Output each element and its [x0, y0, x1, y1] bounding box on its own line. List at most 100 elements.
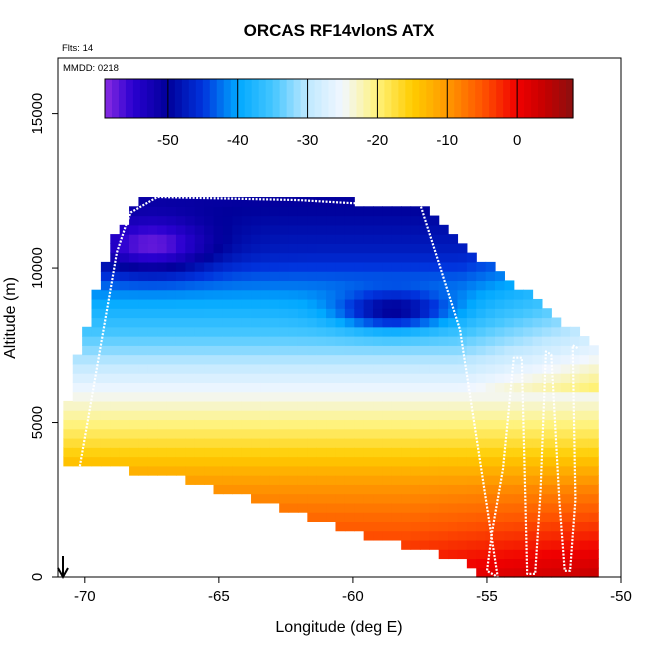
heatmap-cell	[241, 336, 252, 346]
heatmap-cell	[307, 261, 318, 272]
heatmap-cell	[579, 456, 590, 467]
heatmap-cell	[485, 549, 496, 560]
heatmap-cell	[138, 326, 149, 337]
heatmap-cell	[157, 382, 168, 393]
heatmap-cell	[401, 437, 412, 448]
heatmap-cell	[363, 224, 374, 235]
heatmap-cell	[288, 437, 299, 448]
heatmap-cell	[476, 437, 487, 448]
heatmap-cell	[326, 298, 337, 309]
heatmap-cell	[457, 363, 468, 374]
heatmap-cell	[344, 419, 355, 430]
heatmap-cell	[429, 224, 440, 235]
heatmap-cell	[119, 243, 130, 254]
heatmap-cell	[476, 391, 487, 402]
heatmap-cell	[532, 345, 543, 356]
heatmap-cell	[401, 234, 412, 244]
heatmap-cell	[297, 206, 308, 217]
heatmap-cell	[307, 308, 318, 319]
heatmap-cell	[532, 539, 543, 550]
heatmap-cell	[448, 289, 459, 300]
heatmap-cell	[382, 400, 393, 411]
heatmap-cell	[279, 252, 290, 263]
heatmap-cell	[523, 558, 534, 569]
heatmap-cell	[354, 280, 365, 291]
heatmap-cell	[119, 456, 130, 467]
heatmap-cell	[260, 391, 271, 402]
heatmap-cell	[588, 549, 599, 560]
heatmap-cell	[185, 298, 196, 309]
heatmap-cell	[241, 215, 252, 226]
heatmap-cell	[448, 243, 459, 254]
heatmap-cell	[448, 428, 459, 439]
heatmap-cell	[288, 493, 299, 504]
heatmap-cell	[232, 447, 243, 458]
heatmap-cell	[373, 410, 383, 421]
heatmap-cell	[307, 345, 318, 356]
heatmap-cell	[194, 410, 205, 421]
heatmap-cell	[222, 363, 233, 374]
heatmap-cell	[326, 271, 337, 282]
heatmap-cell	[213, 308, 224, 319]
heatmap-cell	[185, 456, 196, 467]
colorbar-tick-label: 0	[513, 132, 521, 149]
heatmap-cell	[232, 298, 243, 309]
heatmap-cell	[297, 428, 308, 439]
heatmap-cell	[316, 437, 327, 448]
heatmap-cell	[579, 437, 590, 448]
heatmap-cell	[185, 363, 196, 374]
heatmap-cell	[410, 298, 421, 309]
heatmap-cell	[419, 308, 430, 319]
heatmap-cell	[279, 465, 290, 476]
heatmap-cell	[448, 400, 459, 411]
heatmap-cell	[504, 336, 515, 346]
heatmap-cell	[175, 345, 186, 356]
heatmap-cell	[316, 493, 327, 504]
heatmap-cell	[288, 280, 299, 291]
heatmap-cell	[326, 410, 337, 421]
colorbar-segment	[342, 79, 351, 118]
heatmap-cell	[110, 391, 121, 402]
heatmap-cell	[429, 419, 440, 430]
heatmap-cell	[213, 271, 224, 282]
heatmap-cell	[363, 410, 374, 421]
colorbar-tick-label: -10	[436, 132, 458, 149]
heatmap-cell	[448, 308, 459, 319]
heatmap-cell	[541, 363, 552, 374]
heatmap-cell	[297, 326, 308, 337]
heatmap-cell	[532, 447, 543, 458]
heatmap-cell	[129, 234, 140, 244]
heatmap-cell	[495, 558, 505, 569]
heatmap-cell	[382, 289, 393, 300]
heatmap-cell	[448, 493, 459, 504]
heatmap-cell	[72, 456, 83, 467]
heatmap-cell	[513, 289, 524, 300]
heatmap-cell	[213, 326, 224, 337]
heatmap-cell	[307, 437, 318, 448]
heatmap-cell	[297, 373, 308, 383]
heatmap-cell	[260, 336, 271, 346]
y-tick-label: 5000	[29, 406, 46, 439]
heatmap-cell	[541, 419, 552, 430]
heatmap-cell	[232, 280, 243, 291]
heatmap-cell	[204, 419, 215, 430]
heatmap-cell	[382, 317, 393, 328]
heatmap-cell	[288, 206, 299, 217]
plot-area	[63, 197, 599, 578]
heatmap-cell	[204, 456, 215, 467]
heatmap-cell	[401, 539, 412, 550]
heatmap-cell	[194, 336, 205, 346]
heatmap-cell	[495, 465, 505, 476]
colorbar-segment	[545, 79, 553, 118]
heatmap-cell	[251, 363, 262, 374]
colorbar-segment	[307, 79, 316, 118]
heatmap-cell	[457, 456, 468, 467]
heatmap-cell	[241, 410, 252, 421]
heatmap-cell	[513, 493, 524, 504]
heatmap-cell	[288, 308, 299, 319]
heatmap-cell	[504, 558, 515, 569]
heatmap-cell	[194, 206, 205, 217]
heatmap-cell	[82, 326, 93, 337]
heatmap-cell	[110, 382, 121, 393]
heatmap-cell	[541, 521, 552, 532]
